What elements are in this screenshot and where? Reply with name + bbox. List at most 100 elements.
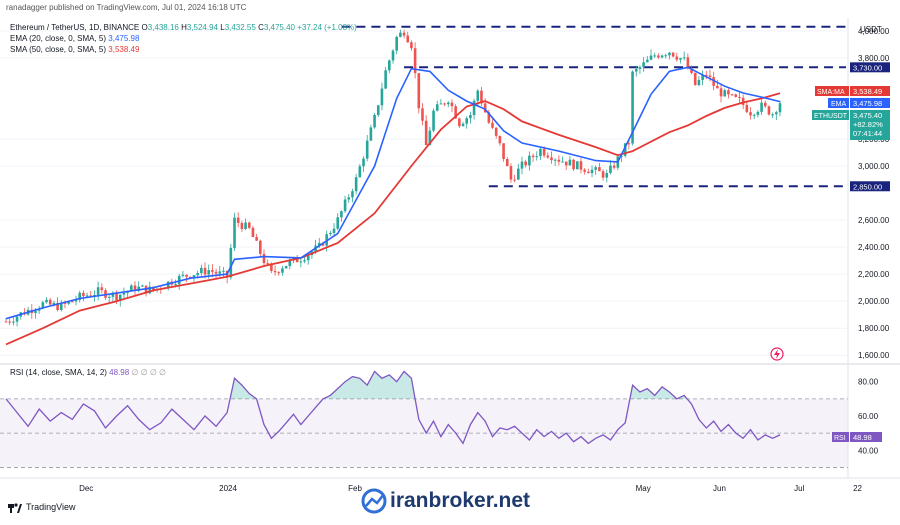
candle-body bbox=[255, 237, 258, 241]
flash-icon[interactable] bbox=[770, 347, 784, 361]
candle-body bbox=[74, 299, 78, 302]
candle-body bbox=[391, 50, 395, 61]
rsi-overbought-fill bbox=[230, 371, 688, 399]
ohlc-change: +37.24 (+1.08%) bbox=[297, 23, 357, 32]
candle-body bbox=[553, 159, 557, 161]
candle-body bbox=[177, 275, 181, 285]
candle-body bbox=[196, 273, 199, 276]
ohlc-open-label: O bbox=[141, 23, 148, 32]
candle-body bbox=[247, 222, 251, 228]
candle-body bbox=[332, 228, 336, 233]
candle-body bbox=[329, 232, 332, 235]
candle-body bbox=[417, 73, 421, 109]
candle-body bbox=[358, 166, 362, 178]
time-axis-label: Jun bbox=[713, 484, 726, 493]
candle-body bbox=[771, 114, 774, 116]
candle-body bbox=[642, 62, 645, 68]
candle-body bbox=[34, 310, 37, 313]
rsi-legend[interactable]: RSI (14, close, SMA, 14, 2) 48.98 ∅ ∅ ∅ … bbox=[10, 368, 166, 377]
candle-body bbox=[181, 274, 185, 276]
time-axis-label: Dec bbox=[79, 484, 93, 493]
candle-body bbox=[410, 42, 413, 49]
candle-body bbox=[96, 287, 100, 295]
price-tick-label: 1,800.00 bbox=[858, 324, 890, 333]
candle-body bbox=[402, 32, 406, 36]
candle-body bbox=[638, 67, 642, 69]
resistance-tag: 3,730.00 bbox=[850, 62, 890, 73]
candle-body bbox=[288, 260, 292, 267]
ema20-line bbox=[5, 66, 781, 320]
candle-body bbox=[623, 143, 627, 156]
candle-body bbox=[612, 165, 616, 168]
candle-body bbox=[141, 285, 144, 287]
symbol-row: Ethereum / TetherUS, 1D, BINANCE O3,438.… bbox=[10, 22, 357, 33]
candle-body bbox=[303, 260, 306, 262]
ema-row[interactable]: EMA (20, close, 0, SMA, 5) 3,475.98 bbox=[10, 33, 357, 44]
candle-body bbox=[67, 301, 70, 304]
horizontal-levels bbox=[341, 25, 846, 188]
symbol-title[interactable]: Ethereum / TetherUS, 1D, BINANCE bbox=[10, 23, 140, 32]
candle-body bbox=[483, 103, 487, 113]
candle-body bbox=[48, 299, 52, 305]
svg-text:+82.82%: +82.82% bbox=[853, 120, 883, 129]
candle-body bbox=[365, 140, 369, 159]
candle-body bbox=[767, 106, 771, 115]
iranbroker-logo-icon bbox=[361, 488, 387, 514]
candle-body bbox=[646, 59, 649, 63]
candle-body bbox=[306, 255, 310, 261]
candle-body bbox=[236, 217, 240, 223]
candle-body bbox=[668, 52, 671, 56]
candle-body bbox=[723, 90, 727, 97]
candle-body bbox=[152, 286, 155, 291]
candle-body bbox=[693, 72, 697, 86]
candle-body bbox=[56, 302, 59, 311]
candle-body bbox=[89, 295, 93, 297]
rsi-line bbox=[5, 370, 781, 445]
candle-body bbox=[15, 316, 19, 322]
candle-body bbox=[719, 88, 723, 97]
candle-body bbox=[476, 90, 480, 101]
tradingview-logo-text: TradingView bbox=[26, 502, 76, 512]
sma-legend-value: 3,538.49 bbox=[108, 45, 140, 54]
candle-body bbox=[340, 211, 343, 218]
candle-body bbox=[756, 111, 760, 115]
candle-body bbox=[262, 253, 266, 264]
candle-body bbox=[583, 169, 586, 172]
sma50-line bbox=[5, 92, 781, 346]
candle-body bbox=[233, 217, 236, 248]
svg-text:ETHUSDT: ETHUSDT bbox=[814, 113, 848, 120]
tradingview-logo-icon bbox=[8, 503, 22, 513]
candle-body bbox=[435, 104, 439, 111]
time-axis-labels: Dec 2024 Feb May Jun Jul 22 bbox=[79, 484, 862, 493]
candle-body bbox=[388, 60, 391, 71]
candle-body bbox=[244, 222, 247, 230]
candle-body bbox=[664, 55, 668, 57]
sma-tag: SMA:MA 3,538.49 bbox=[815, 86, 890, 96]
candle-body bbox=[568, 159, 572, 166]
candle-body bbox=[505, 159, 509, 167]
support-tag: 2,850.00 bbox=[850, 181, 890, 192]
candle-body bbox=[734, 94, 738, 97]
candle-body bbox=[266, 263, 269, 265]
candle-body bbox=[384, 70, 387, 89]
candle-body bbox=[317, 242, 321, 246]
candle-body bbox=[704, 74, 708, 76]
candle-body bbox=[716, 85, 719, 89]
svg-text:48.98: 48.98 bbox=[853, 433, 872, 442]
sma-row[interactable]: SMA (50, close, 0, SMA, 5) 3,538.49 bbox=[10, 44, 357, 55]
candle-body bbox=[443, 103, 446, 105]
tradingview-logo[interactable]: TradingView bbox=[8, 502, 76, 512]
time-axis-label: 22 bbox=[853, 484, 862, 493]
rsi-legend-label: RSI (14, close, SMA, 14, 2) bbox=[10, 368, 107, 377]
price-tick-label: 3,800.00 bbox=[858, 54, 890, 63]
candle-body bbox=[564, 161, 568, 166]
candle-body bbox=[649, 55, 653, 60]
candle-body bbox=[59, 302, 63, 311]
candle-body bbox=[542, 148, 546, 156]
candle-body bbox=[509, 166, 513, 180]
time-axis-label: Feb bbox=[348, 484, 362, 493]
candle-body bbox=[222, 270, 225, 272]
candle-body bbox=[775, 112, 778, 115]
candle-body bbox=[130, 285, 133, 292]
rsi-guides bbox=[0, 398, 848, 468]
